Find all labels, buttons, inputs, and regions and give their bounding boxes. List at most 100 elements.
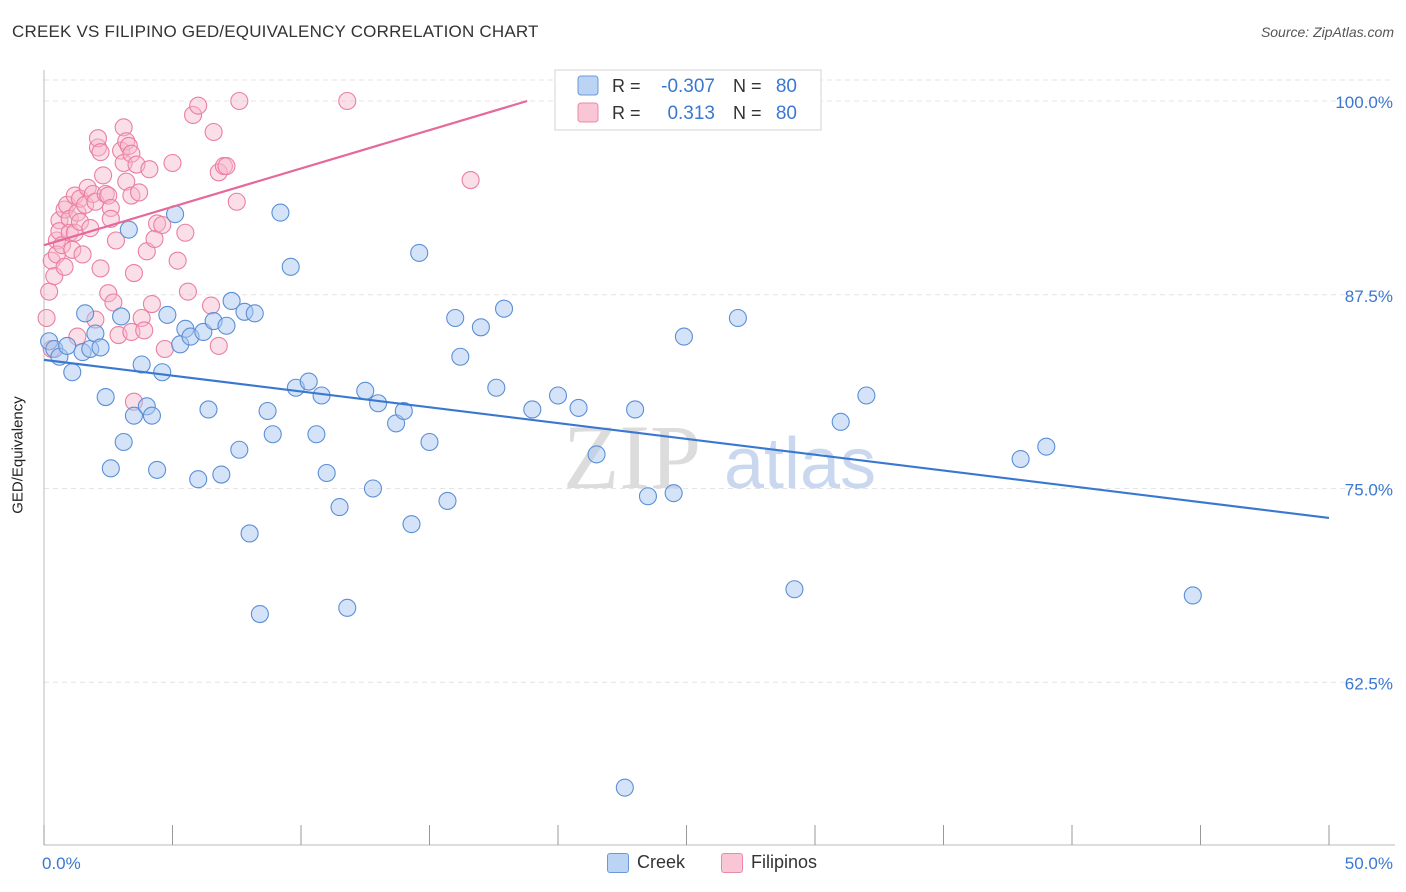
filipinos-point	[45, 267, 64, 286]
filipinos-point	[88, 129, 108, 148]
creek-point	[307, 425, 326, 444]
filipinos-point	[168, 251, 187, 270]
y-tick-label: 100.0%	[1335, 93, 1393, 112]
filipinos-point	[202, 296, 221, 315]
legend-swatch-filipinos	[577, 102, 599, 123]
axes	[43, 70, 1395, 846]
creek-point	[142, 406, 161, 425]
filipinos-trend-line	[43, 99, 528, 247]
creek-point	[626, 400, 645, 419]
creek-point	[356, 381, 375, 400]
creek-point	[548, 386, 568, 405]
filipinos-point	[184, 105, 203, 124]
creek-point	[338, 598, 357, 617]
x-tick-label: 50.0%	[1345, 854, 1393, 873]
creek-point	[212, 465, 231, 484]
filipinos-point	[163, 153, 182, 173]
filipinos-points	[37, 91, 480, 411]
filipinos-point	[230, 91, 249, 111]
creek-point	[402, 515, 421, 534]
creek-swatch	[607, 852, 629, 873]
creek-point	[615, 778, 634, 797]
creek-point	[217, 316, 236, 335]
creek-point	[199, 400, 218, 419]
creek-point	[587, 445, 606, 464]
creek-point	[420, 432, 439, 452]
creek-point	[263, 425, 282, 444]
filipinos-swatch	[721, 852, 744, 873]
creek-point	[487, 378, 506, 397]
creek-point	[317, 463, 336, 483]
creek-point	[124, 406, 143, 425]
trend-lines	[43, 99, 1330, 520]
watermark-atlas: atlas	[724, 424, 876, 504]
filipinos-point	[124, 263, 143, 283]
creek-point	[494, 299, 514, 318]
creek-point	[158, 305, 177, 324]
creek-point	[674, 327, 693, 346]
creek-point	[471, 318, 490, 337]
creek-point	[1037, 437, 1056, 456]
creek-point	[63, 363, 82, 382]
legend-frame	[554, 69, 822, 131]
legend-n-label-creek: N =	[733, 76, 762, 96]
filipinos-point	[130, 183, 149, 202]
creek-point	[1011, 449, 1030, 469]
creek-point	[91, 338, 110, 357]
creek-point	[230, 440, 249, 459]
filipinos-point	[55, 257, 74, 276]
x-tick-label: 0.0%	[42, 854, 81, 873]
filipinos-point	[104, 293, 123, 312]
creek-point	[250, 604, 269, 624]
creek-point	[132, 355, 151, 374]
creek-point	[394, 401, 413, 421]
filipinos-point	[209, 336, 228, 355]
creek-point	[189, 470, 208, 489]
creek-point	[363, 479, 383, 498]
filipinos-point	[461, 171, 480, 190]
creek-point	[569, 398, 588, 417]
filipinos-point	[88, 138, 108, 157]
filipinos-point	[37, 308, 56, 328]
legend-swatch-creek	[577, 75, 599, 96]
filipinos-point	[94, 166, 113, 185]
creek-point	[728, 308, 747, 328]
creek-point	[58, 336, 77, 355]
creek-point	[222, 291, 241, 311]
creek-point	[857, 386, 876, 405]
creek-label: Creek	[637, 852, 686, 872]
filipinos-point	[176, 223, 195, 242]
filipinos-point	[122, 144, 141, 163]
creek-point	[451, 347, 470, 366]
bottom-legend-filipinos: Filipinos	[721, 852, 817, 873]
legend-r-value-filipinos: 0.313	[667, 103, 715, 124]
creek-point	[410, 243, 429, 262]
creek-point	[446, 308, 465, 328]
creek-point	[1183, 586, 1202, 605]
legend-r-value-creek: -0.307	[661, 76, 715, 97]
creek-point	[153, 363, 172, 382]
filipinos-point	[70, 212, 90, 231]
legend-r-label-filipinos: R =	[612, 103, 641, 123]
filipinos-point	[145, 229, 164, 248]
bottom-legend-creek: Creek	[607, 852, 685, 873]
filipinos-point	[178, 282, 197, 301]
y-tick-label: 75.0%	[1345, 481, 1393, 500]
filipinos-point	[217, 157, 236, 176]
filipinos-point	[99, 284, 118, 303]
y-tick-label: 62.5%	[1345, 674, 1393, 693]
creek-point	[114, 432, 133, 452]
filipinos-point	[204, 122, 223, 142]
legend-box: R = -0.307 N = 80 R = 0.313 N = 80	[554, 69, 822, 131]
creek-point	[438, 491, 457, 510]
filipinos-point	[189, 96, 208, 115]
filipinos-point	[91, 259, 110, 278]
creek-point	[101, 459, 120, 478]
filipinos-point	[40, 282, 59, 301]
filipinos-point	[106, 231, 126, 250]
filipinos-label: Filipinos	[751, 852, 818, 872]
chart-title: CREEK VS FILIPINO GED/EQUIVALENCY CORREL…	[12, 22, 539, 41]
legend-r-label-creek: R =	[612, 76, 641, 96]
creek-point	[369, 394, 388, 413]
